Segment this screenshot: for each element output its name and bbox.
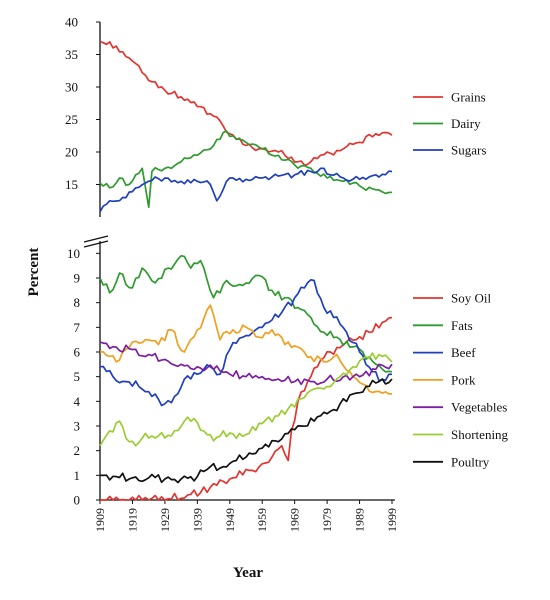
- lower-y-tick-label: 4: [74, 394, 81, 409]
- upper-y-tick-label: 40: [65, 15, 78, 30]
- x-ticks: 1909 1919 1929 1939 1949 1959 1969 1979 1989 1999: [93, 500, 399, 532]
- lower-y-tick-label: 2: [74, 443, 81, 458]
- upper-y-ticks: 15 20 25 30 35 40: [65, 15, 100, 192]
- x-tick-label: 1919: [125, 508, 139, 532]
- x-tick-label: 1909: [93, 508, 107, 532]
- x-tick-label: 1969: [288, 508, 302, 532]
- series-line-sugars: [99, 167, 393, 213]
- lower-y-tick-label: 1: [74, 468, 81, 483]
- x-tick-label: 1979: [320, 508, 334, 532]
- upper-y-tick-label: 25: [65, 112, 78, 127]
- lower-y-tick-label: 6: [74, 345, 81, 360]
- legend-label: Poultry: [451, 454, 490, 469]
- lower-y-tick-label: 10: [67, 246, 80, 261]
- upper-y-tick-label: 30: [65, 80, 78, 95]
- lower-series: [99, 254, 393, 501]
- y-axis-title: Percent: [26, 248, 42, 297]
- series-line-fats: [99, 254, 393, 373]
- lower-panel: 0 1 2 3 4 5 6 7 8 9 10 1909 1919 1929 1939 1949 1959 196…: [67, 241, 509, 532]
- legend-label: Pork: [451, 372, 476, 387]
- lower-y-tick-label: 7: [74, 320, 81, 335]
- upper-y-tick-label: 35: [65, 47, 78, 62]
- x-tick-label: 1939: [190, 508, 204, 532]
- series-line-grains: [99, 40, 393, 166]
- x-axis-title: Year: [233, 565, 263, 581]
- upper-legend: Grains Dairy Sugars: [413, 90, 486, 158]
- lower-y-tick-label: 3: [74, 419, 81, 434]
- legend-label: Dairy: [451, 116, 481, 131]
- lower-y-tick-label: 5: [74, 369, 81, 384]
- x-tick-label: 1949: [223, 508, 237, 532]
- lower-y-tick-label: 0: [74, 493, 81, 508]
- lower-y-tick-label: 9: [74, 271, 81, 286]
- x-tick-label: 1929: [158, 508, 172, 532]
- series-line-pork: [99, 304, 392, 395]
- lower-y-ticks: 0 1 2 3 4 5 6 7 8 9 10: [67, 246, 100, 508]
- x-tick-label: 1959: [255, 508, 269, 532]
- series-line-poultry: [99, 378, 393, 484]
- legend-label: Beef: [451, 345, 476, 360]
- legend-label: Fats: [451, 318, 473, 333]
- upper-series: [99, 40, 393, 213]
- legend-label: Shortening: [451, 427, 509, 442]
- legend-label: Grains: [451, 90, 486, 105]
- series-line-vegetables: [99, 341, 393, 386]
- legend-label: Sugars: [451, 143, 486, 158]
- lower-legend: Soy Oil Fats Beef Pork Vegetables Shortening P…: [413, 291, 509, 469]
- x-tick-label: 1999: [385, 508, 399, 532]
- series-line-beef: [99, 278, 393, 407]
- upper-y-tick-label: 15: [65, 177, 78, 192]
- lower-y-tick-label: 8: [74, 295, 81, 310]
- upper-panel: 15 20 25 30 35 40 Grains Dairy Sugars: [65, 15, 486, 217]
- series-line-shortening: [99, 352, 393, 447]
- legend-label: Soy Oil: [451, 291, 491, 306]
- axis-break: [83, 235, 109, 248]
- legend-label: Vegetables: [451, 400, 507, 415]
- series-line-dairy: [99, 130, 393, 209]
- x-tick-label: 1989: [353, 508, 367, 532]
- upper-y-tick-label: 20: [65, 145, 78, 160]
